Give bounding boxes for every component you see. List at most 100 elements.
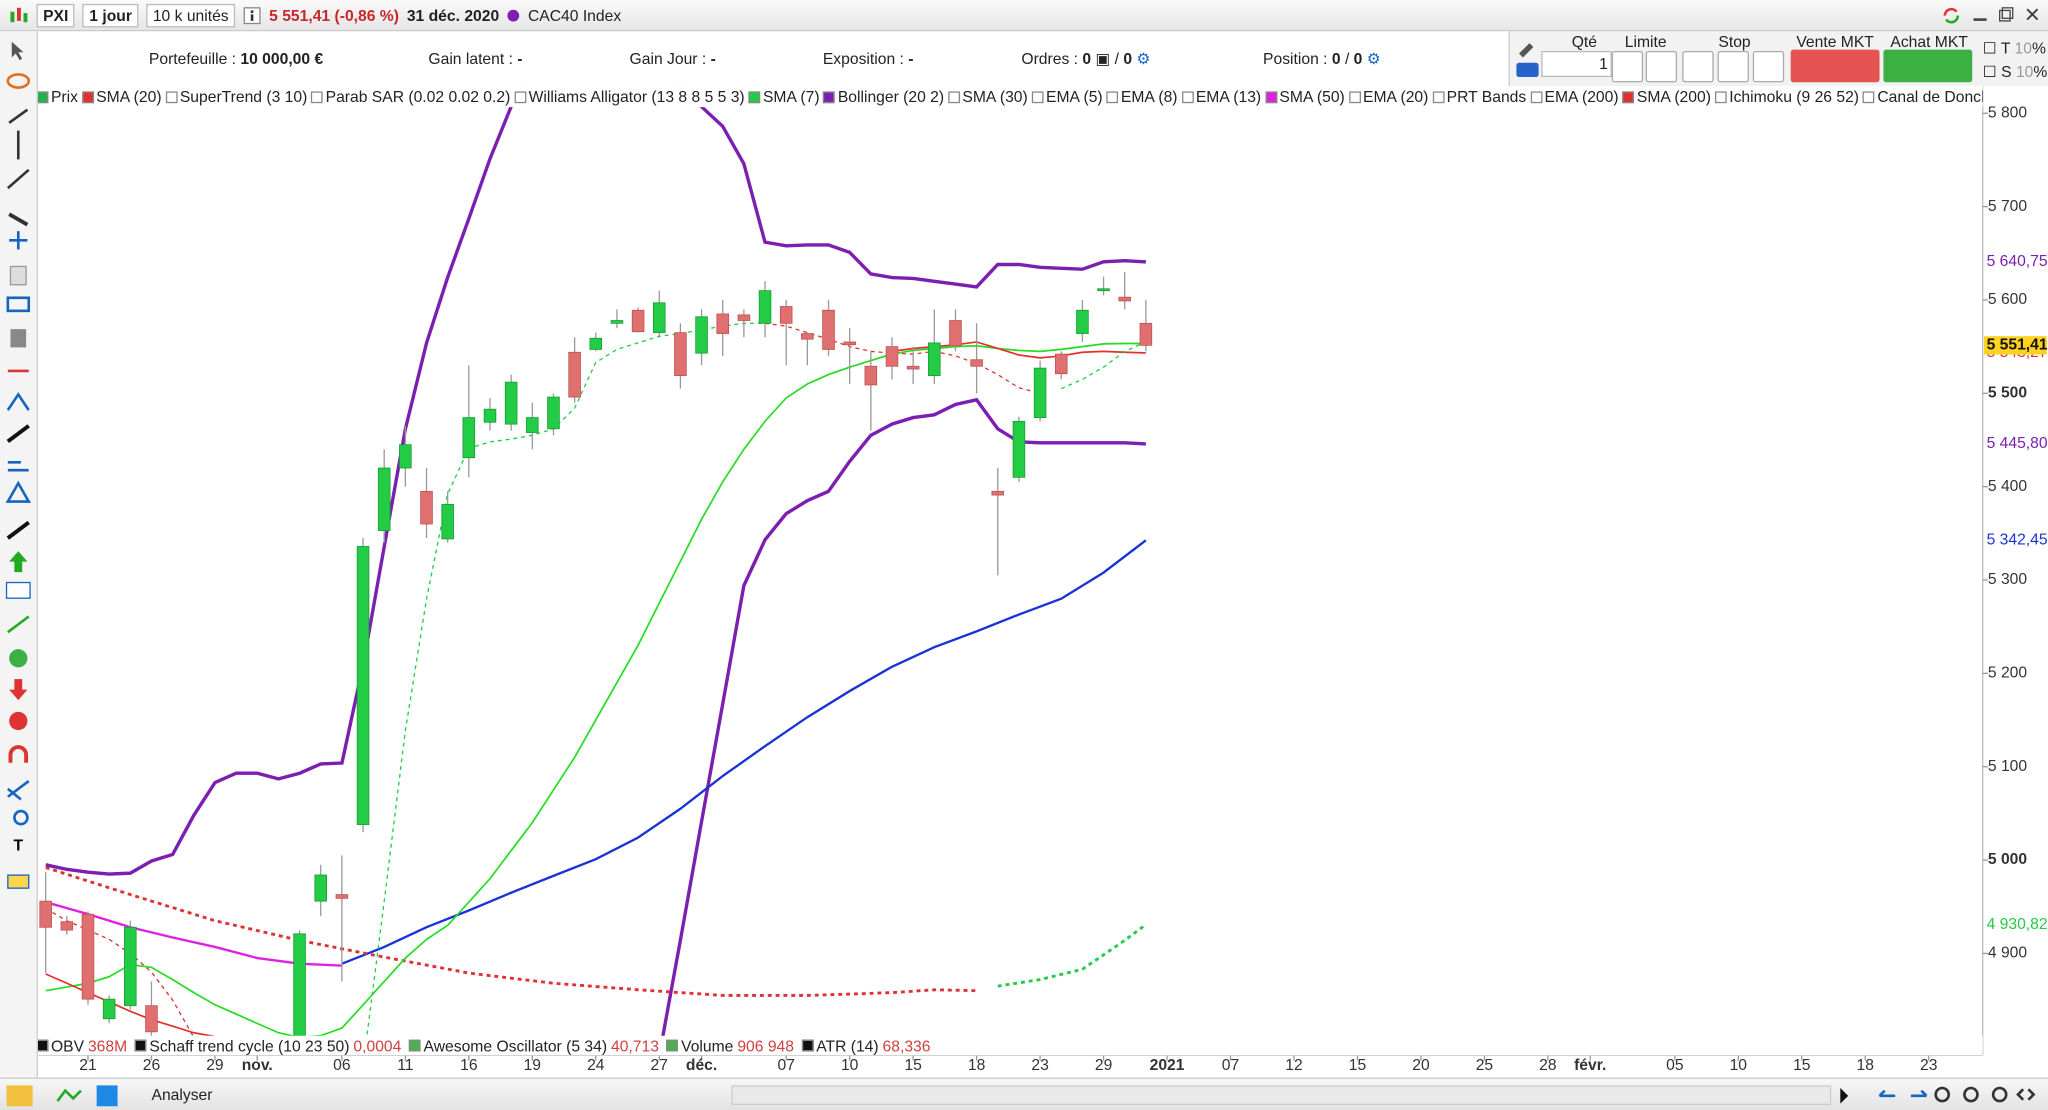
cross-tool[interactable] <box>7 780 30 801</box>
indicator-swatch <box>1530 90 1542 103</box>
candle-body <box>801 333 814 340</box>
indicator-legend: Prix SMA (20) SuperTrend (3 10) Parab SAR (… <box>36 86 1983 108</box>
candle-body <box>124 926 137 1007</box>
arrow2-tool[interactable] <box>6 520 30 540</box>
gear-icon[interactable]: ⚙ <box>1136 49 1151 68</box>
candle-body <box>1054 353 1068 375</box>
candle-body <box>483 408 497 423</box>
cursor-tool[interactable] <box>11 41 24 61</box>
indicator-name: Bollinger (20 2) <box>837 87 945 106</box>
lower-indicator: Schaff trend cycle (10 23 50) 0,0004 <box>135 1036 409 1055</box>
candle-body <box>81 913 95 1000</box>
arrow-tool[interactable] <box>6 424 30 444</box>
stop-sell[interactable] <box>1717 50 1749 83</box>
candle-body <box>1076 309 1089 334</box>
s-box[interactable]: ☐ S 10% <box>1982 62 2048 81</box>
price-tag: 4 930,82 <box>1987 916 2048 933</box>
indicator-name: Prix <box>50 87 78 106</box>
x-tick-label: 29 <box>1095 1057 1112 1074</box>
indicator-swatch <box>1265 90 1277 103</box>
plot-area <box>39 86 1153 1039</box>
y-tick-label: 5 600 <box>1988 291 2027 308</box>
units-select[interactable]: 10 k unités <box>146 3 236 27</box>
indicator-name: PRT Bands <box>1446 87 1527 106</box>
x-tick-label: 12 <box>1285 1057 1302 1074</box>
indicator-item: SMA (20) <box>81 88 162 106</box>
stop-trail[interactable] <box>1752 50 1785 83</box>
sell-label: Vente MKT <box>1796 32 1874 51</box>
symbol-select[interactable]: PXI <box>36 3 75 27</box>
minimize-button[interactable] <box>1972 5 1988 23</box>
indicator-value: 906 948 <box>737 1036 794 1055</box>
qty-input[interactable]: 1 <box>1541 50 1612 78</box>
ellipse-tool[interactable] <box>6 73 31 89</box>
channel-tool[interactable] <box>7 461 29 472</box>
bottom-icons[interactable] <box>5 1083 136 1109</box>
price-tag-bg <box>1983 336 2047 355</box>
trade-panel: Qté 1 Limite Stop Vente MKT Achat MKT ☐ … <box>1508 31 2048 87</box>
y-tick-label: 5 100 <box>1988 758 2027 775</box>
qty-label: Qté <box>1571 32 1597 51</box>
gear-icon[interactable]: ⚙ <box>1366 49 1381 68</box>
trade-tools[interactable] <box>1515 37 1541 81</box>
thumb-up-tool[interactable] <box>9 649 28 668</box>
note-tool[interactable] <box>7 874 30 889</box>
period-select[interactable]: 1 jour <box>82 3 139 27</box>
indicator-item: SMA (7) <box>748 88 820 106</box>
instrument: CAC40 Index <box>527 5 622 25</box>
indicator-line <box>45 901 342 967</box>
indicator-item: Canal de Donchian <box>1862 88 1983 106</box>
info-icon[interactable] <box>243 6 261 24</box>
scrollbar[interactable] <box>731 1085 1832 1105</box>
indicator-item: SMA (30) <box>948 88 1028 106</box>
close-button[interactable] <box>2024 5 2040 23</box>
zoom-controls[interactable] <box>1835 1084 2044 1108</box>
thumb-down-tool[interactable] <box>9 711 28 731</box>
indicator-value: 0,0004 <box>353 1036 402 1055</box>
magnet-tool[interactable] <box>8 745 29 763</box>
line-tool[interactable] <box>8 108 29 124</box>
gann-tool[interactable] <box>7 615 30 634</box>
y-tick-label: 5 200 <box>1988 665 2027 682</box>
copy-tool[interactable] <box>9 265 27 286</box>
indicator-name: EMA (20) <box>1363 87 1429 106</box>
sell-button[interactable] <box>1790 49 1880 83</box>
trash-tool[interactable] <box>10 329 27 348</box>
up-tool[interactable] <box>9 551 28 573</box>
indicator-item: Ichimoku (9 26 52) <box>1714 88 1859 106</box>
rect-tool[interactable] <box>6 296 31 313</box>
stop-label: Stop <box>1718 32 1751 51</box>
t-box[interactable]: ☐ T 10% <box>1982 39 2046 58</box>
limit-sell[interactable] <box>1645 50 1678 83</box>
move-tool[interactable] <box>9 231 28 250</box>
indicator-name: EMA (200) <box>1544 87 1619 106</box>
y-tick-label: 4 900 <box>1988 945 2027 962</box>
buy-button[interactable] <box>1883 49 1973 83</box>
pattern-tool[interactable] <box>6 392 30 411</box>
candle-body <box>399 444 412 469</box>
limit-buy[interactable] <box>1611 50 1644 83</box>
indicator-line <box>1060 341 1147 390</box>
candle-body <box>356 546 370 825</box>
candle-body <box>631 309 645 333</box>
x-tick-label: 05 <box>1666 1057 1684 1074</box>
fib-tool[interactable] <box>8 212 29 227</box>
down-tool[interactable] <box>9 679 28 701</box>
analyse-button[interactable]: Analyser <box>151 1085 213 1104</box>
stop-buy[interactable] <box>1682 50 1714 83</box>
label: Exposition : <box>822 49 904 68</box>
refresh-button[interactable] <box>1941 5 1962 26</box>
text-tool[interactable]: T <box>13 837 23 854</box>
undo-tool[interactable] <box>13 809 29 826</box>
ray-tool[interactable] <box>6 168 30 190</box>
x-tick-label: nov. <box>242 1057 273 1074</box>
restore-button[interactable] <box>1998 5 2014 23</box>
y-tick-label: 5 000 <box>1988 851 2027 868</box>
indicator-item: Bollinger (20 2) <box>823 88 944 106</box>
x-tick-label: 11 <box>397 1057 413 1074</box>
candle-body <box>1033 367 1047 418</box>
percent-tool[interactable] <box>5 581 31 599</box>
candle-body <box>779 306 793 324</box>
triangle-tool[interactable] <box>5 480 31 503</box>
